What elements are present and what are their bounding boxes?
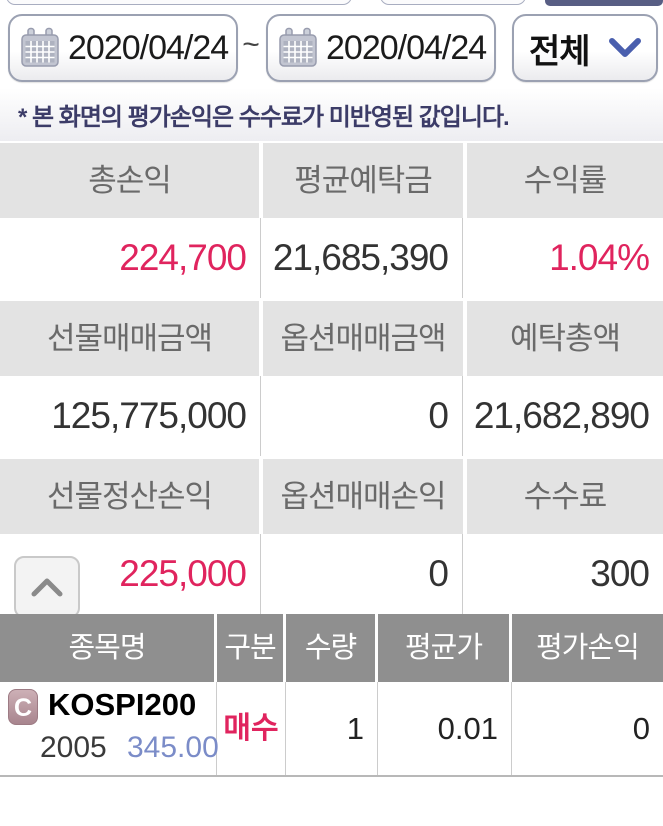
summary-group-1: 총손익 평균예탁금 수익률 224,700 21,685,390 1.04% xyxy=(0,143,663,298)
date-from-button[interactable]: 2020/04/24 xyxy=(8,14,238,82)
chevron-up-icon xyxy=(31,578,63,597)
filter-selected-value: 전체 xyxy=(529,32,591,71)
label-return-rate: 수익률 xyxy=(467,143,663,218)
value-options-trade-pl: 0 xyxy=(261,534,463,614)
col-header-quantity: 수량 xyxy=(286,614,375,682)
symbol-code: 2005 xyxy=(40,731,107,764)
label-futures-settlement-pl: 선물정산손익 xyxy=(0,459,259,534)
label-options-trade-pl: 옵션매매손익 xyxy=(263,459,463,534)
top-tab-strip xyxy=(0,0,663,7)
summary-group-2: 선물매매금액 옵션매매금액 예탁총액 125,775,000 0 21,682,… xyxy=(0,301,663,456)
chevron-down-icon xyxy=(609,38,641,57)
date-to-button[interactable]: 2020/04/24 xyxy=(266,14,496,82)
filter-dropdown-button[interactable]: 전체 xyxy=(512,14,658,82)
value-futures-trade-amount: 125,775,000 xyxy=(0,376,261,456)
label-total-pl: 총손익 xyxy=(0,143,259,218)
pl-summary: 총손익 평균예탁금 수익률 224,700 21,685,390 1.04% 선… xyxy=(0,143,663,614)
date-from-value: 2020/04/24 xyxy=(68,28,229,67)
position-eval-pl: 0 xyxy=(632,711,650,746)
commission-notice: * 본 화면의 평가손익은 수수료가 미반영된 값입니다. xyxy=(0,88,663,141)
value-total-deposit: 21,682,890 xyxy=(473,395,650,436)
tab-remnant-left[interactable] xyxy=(6,0,352,5)
summary-header-row: 선물매매금액 옵션매매금액 예탁총액 xyxy=(0,301,663,376)
value-commission: 300 xyxy=(590,553,650,594)
value-options-trade-amount: 0 xyxy=(261,376,463,456)
date-to-value: 2020/04/24 xyxy=(326,28,487,67)
positions-table: 종목명 구분 수량 평균가 평가손익 C KOSPI200 2005 345.0… xyxy=(0,614,663,777)
label-total-deposit: 예탁총액 xyxy=(467,301,663,376)
calendar-icon xyxy=(21,27,59,67)
value-return-rate: 1.04% xyxy=(549,237,650,278)
label-options-trade-amount: 옵션매매금액 xyxy=(263,301,463,376)
value-futures-settlement-pl: 225,000 xyxy=(0,534,261,614)
position-average-price: 0.01 xyxy=(378,682,512,775)
summary-header-row: 총손익 평균예탁금 수익률 xyxy=(0,143,663,218)
col-header-eval-pl: 평가손익 xyxy=(512,614,663,682)
position-side: 매수 xyxy=(217,682,286,775)
symbol-cell: C KOSPI200 2005 345.00 xyxy=(0,682,219,775)
tab-remnant-middle[interactable] xyxy=(380,0,526,5)
symbol-type-badge: C xyxy=(8,689,38,725)
toolbar: 2020/04/24 ~ 2020/04/24 전체 xyxy=(0,12,663,86)
summary-value-row: 225,000 0 300 xyxy=(0,534,663,614)
tab-remnant-active[interactable] xyxy=(545,0,663,6)
label-futures-trade-amount: 선물매매금액 xyxy=(0,301,259,376)
value-total-pl: 224,700 xyxy=(0,218,261,298)
summary-header-row: 선물정산손익 옵션매매손익 수수료 xyxy=(0,459,663,534)
col-header-average-price: 평균가 xyxy=(378,614,509,682)
label-average-deposit: 평균예탁금 xyxy=(263,143,463,218)
summary-value-row: 224,700 21,685,390 1.04% xyxy=(0,218,663,298)
position-quantity: 1 xyxy=(286,682,378,775)
col-header-side: 구분 xyxy=(217,614,283,682)
summary-group-3: 선물정산손익 옵션매매손익 수수료 225,000 0 300 xyxy=(0,459,663,614)
summary-value-row: 125,775,000 0 21,682,890 xyxy=(0,376,663,456)
positions-header-row: 종목명 구분 수량 평균가 평가손익 xyxy=(0,614,663,682)
calendar-icon xyxy=(279,27,317,67)
position-row[interactable]: C KOSPI200 2005 345.00 매수 1 0.01 0 xyxy=(0,682,663,777)
date-range-separator: ~ xyxy=(242,28,260,61)
symbol-name: KOSPI200 xyxy=(48,687,197,722)
symbol-current-price: 345.00 xyxy=(127,731,219,764)
collapse-summary-button[interactable] xyxy=(14,556,80,618)
col-header-symbol: 종목명 xyxy=(0,614,214,682)
value-average-deposit: 21,685,390 xyxy=(261,218,463,298)
label-commission: 수수료 xyxy=(467,459,663,534)
